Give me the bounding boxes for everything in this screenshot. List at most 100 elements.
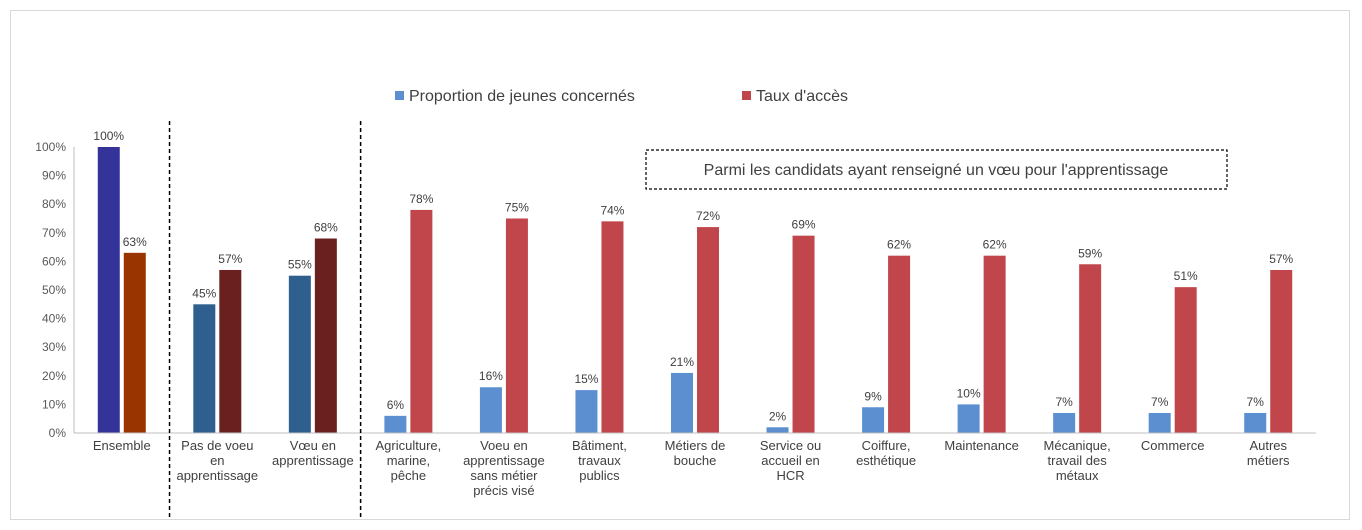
x-tick-label: bouche bbox=[674, 453, 717, 468]
data-label: 78% bbox=[409, 192, 433, 206]
data-label: 74% bbox=[600, 203, 624, 217]
data-label: 55% bbox=[288, 258, 312, 272]
x-tick-label: précis visé bbox=[473, 483, 534, 498]
y-tick-label: 70% bbox=[42, 226, 66, 240]
y-tick-label: 60% bbox=[42, 254, 66, 268]
y-tick-label: 90% bbox=[42, 169, 66, 183]
bar-proportion bbox=[1148, 412, 1171, 433]
y-tick-label: 0% bbox=[49, 426, 67, 440]
y-tick-label: 10% bbox=[42, 397, 66, 411]
data-label: 2% bbox=[769, 409, 787, 423]
x-tick-label: travaux bbox=[578, 453, 621, 468]
bar-proportion bbox=[288, 275, 311, 433]
data-label: 7% bbox=[1247, 395, 1265, 409]
legend-swatch bbox=[395, 91, 404, 100]
data-label: 72% bbox=[696, 209, 720, 223]
x-tick-label: Service ou bbox=[760, 438, 821, 453]
bar-taux-acces bbox=[888, 255, 911, 433]
x-tick-label: apprentissage bbox=[463, 453, 545, 468]
x-tick-label: HCR bbox=[776, 468, 804, 483]
data-label: 57% bbox=[218, 252, 242, 266]
x-tick-label: en bbox=[210, 453, 224, 468]
bar-proportion bbox=[862, 407, 885, 433]
bar-proportion bbox=[1244, 412, 1267, 433]
x-tick-label: Maintenance bbox=[944, 438, 1018, 453]
annotation-box: Parmi les candidats ayant renseigné un v… bbox=[645, 149, 1228, 190]
x-tick-label: accueil en bbox=[761, 453, 820, 468]
annotation-border bbox=[645, 149, 1228, 190]
grouped-bar-chart: Proportion de jeunes concernés Taux d'acc… bbox=[35, 88, 1316, 519]
y-tick-label: 20% bbox=[42, 369, 66, 383]
x-tick-label: métaux bbox=[1056, 468, 1099, 483]
legend-label: Taux d'accès bbox=[756, 88, 848, 105]
x-tick-label: Ensemble bbox=[93, 438, 151, 453]
bar-taux-acces bbox=[601, 221, 624, 433]
legend-swatch bbox=[742, 91, 751, 100]
data-label: 100% bbox=[93, 129, 124, 143]
data-label: 45% bbox=[192, 286, 216, 300]
data-label: 62% bbox=[983, 238, 1007, 252]
bar-taux-acces bbox=[219, 269, 242, 433]
x-tick-label: publics bbox=[579, 468, 620, 483]
x-tick-label: pêche bbox=[391, 468, 426, 483]
x-tick-label: Autres bbox=[1249, 438, 1287, 453]
data-label: 57% bbox=[1269, 252, 1293, 266]
y-tick-label: 40% bbox=[42, 312, 66, 326]
x-tick-label: apprentissage bbox=[176, 468, 258, 483]
x-tick-label: Pas de voeu bbox=[181, 438, 253, 453]
legend: Proportion de jeunes concernés Taux d'acc… bbox=[395, 88, 848, 105]
bar-proportion bbox=[957, 404, 980, 433]
legend-label: Proportion de jeunes concernés bbox=[409, 88, 635, 105]
bar-taux-acces bbox=[697, 227, 719, 433]
data-label: 9% bbox=[864, 389, 882, 403]
chart-frame: Proportion de jeunes concernés Taux d'acc… bbox=[10, 10, 1350, 520]
bar-taux-acces bbox=[792, 235, 815, 433]
x-tick-label: travail des bbox=[1048, 453, 1108, 468]
data-label: 15% bbox=[574, 372, 598, 386]
bar-taux-acces bbox=[1079, 264, 1102, 433]
data-label: 16% bbox=[479, 369, 503, 383]
y-tick-label: 30% bbox=[42, 340, 66, 354]
bars: 100% 63% 45% 57% 55% 68% 6% 78% 16% 75% 15% 74% 21% 7… bbox=[93, 129, 1294, 433]
bar-proportion bbox=[193, 304, 216, 433]
x-tick-label: métiers bbox=[1247, 453, 1290, 468]
data-label: 51% bbox=[1174, 269, 1198, 283]
x-tick-label: Voeu en bbox=[480, 438, 528, 453]
x-tick-label: Métiers de bbox=[665, 438, 726, 453]
bar-taux-acces bbox=[983, 255, 1006, 433]
x-tick-label: marine, bbox=[387, 453, 430, 468]
x-tick-label: Commerce bbox=[1141, 438, 1205, 453]
annotation-text: Parmi les candidats ayant renseigné un v… bbox=[704, 162, 1169, 179]
x-tick-label: apprentissage bbox=[272, 453, 354, 468]
bar-taux-acces bbox=[1174, 287, 1197, 433]
bar-taux-acces bbox=[410, 209, 433, 433]
data-label: 69% bbox=[792, 218, 816, 232]
data-label: 21% bbox=[670, 355, 694, 369]
data-label: 68% bbox=[314, 221, 338, 235]
data-label: 7% bbox=[1151, 395, 1169, 409]
data-label: 62% bbox=[887, 238, 911, 252]
x-tick-label: esthétique bbox=[856, 453, 916, 468]
bar-taux-acces bbox=[314, 238, 337, 433]
bar-proportion bbox=[384, 415, 407, 433]
x-tick-label: Mécanique, bbox=[1044, 438, 1111, 453]
bar-taux-acces bbox=[123, 252, 146, 433]
x-tick-label: sans métier bbox=[470, 468, 538, 483]
data-label: 59% bbox=[1078, 246, 1102, 260]
bar-taux-acces bbox=[1270, 269, 1293, 433]
bar-proportion bbox=[766, 427, 789, 433]
bar-proportion bbox=[575, 390, 598, 433]
y-tick-label: 100% bbox=[35, 140, 66, 154]
bar-proportion bbox=[671, 372, 693, 433]
y-axis: 0% 10% 20% 30% 40% 50% 60% 70% 80% 90% 100% bbox=[35, 140, 75, 440]
bar-proportion bbox=[479, 387, 502, 433]
bar-proportion bbox=[1053, 412, 1076, 433]
x-tick-label: Bâtiment, bbox=[572, 438, 627, 453]
y-tick-label: 80% bbox=[42, 197, 66, 211]
y-tick-label: 50% bbox=[42, 283, 66, 297]
data-label: 75% bbox=[505, 201, 529, 215]
x-tick-label: Vœu en bbox=[290, 438, 336, 453]
data-label: 6% bbox=[387, 398, 405, 412]
bar-proportion bbox=[97, 147, 120, 433]
